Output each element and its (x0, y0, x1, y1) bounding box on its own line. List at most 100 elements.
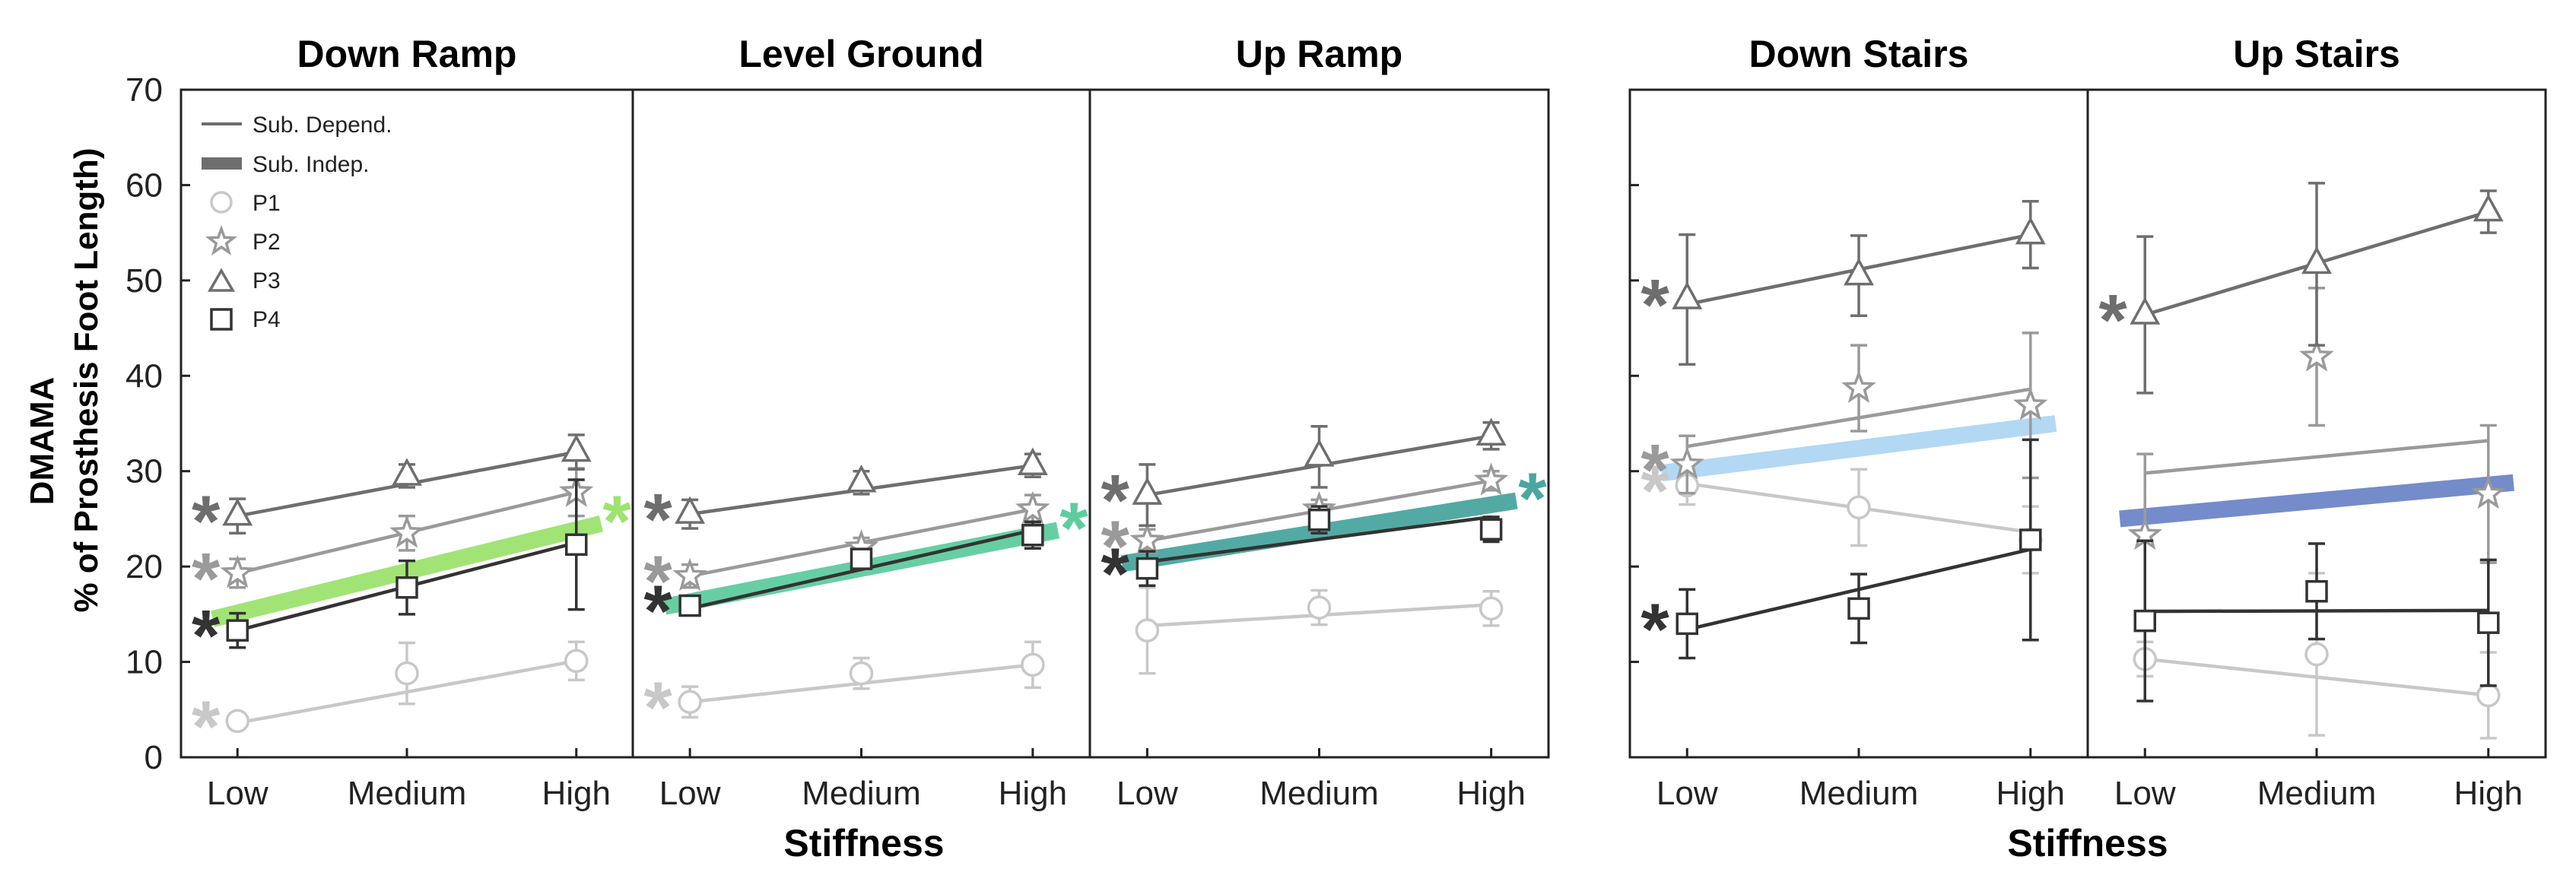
participant-significance-asterisk: * (1641, 430, 1669, 511)
panel: **** (1088, 88, 1550, 759)
independent-significance-asterisk: * (1518, 458, 1547, 540)
participant-significance-asterisk: * (1641, 265, 1669, 346)
series-p3: * (1101, 417, 1507, 541)
legend-p4-square-marker (210, 308, 233, 331)
participant-significance-asterisk: * (192, 538, 221, 620)
participant-significance-asterisk: * (643, 667, 672, 748)
x-tick-label: Medium (348, 775, 467, 812)
data-point-triangle (1304, 439, 1335, 467)
legend-p1-circle-marker (210, 191, 233, 214)
data-point-circle (1307, 595, 1332, 620)
data-point-circle (2304, 642, 2329, 667)
data-point-circle (849, 661, 874, 686)
x-axis-title: Stiffness (783, 822, 944, 864)
data-point-square (565, 533, 588, 557)
data-point-star (389, 515, 424, 548)
data-point-square (2019, 528, 2042, 551)
series-p3: * (192, 433, 592, 563)
x-tick-label: High (542, 775, 611, 812)
x-tick-label: Low (659, 775, 721, 812)
series-p4: * (1101, 505, 1503, 615)
participant-significance-asterisk: * (643, 541, 672, 623)
x-tick-label: Low (2114, 775, 2176, 812)
data-point-triangle (1017, 447, 1048, 475)
y-tick-label: 0 (145, 739, 163, 776)
data-point-triangle (2301, 246, 2332, 274)
panels: ********** **** ***** (179, 88, 2547, 767)
data-point-circle (1021, 652, 1045, 677)
series-p2: * (643, 490, 1050, 623)
data-point-triangle (1672, 281, 1703, 309)
data-point-square (1136, 557, 1159, 580)
data-point-star (2012, 387, 2048, 420)
series-p1: * (643, 640, 1045, 748)
y-tick-label: 30 (125, 453, 163, 490)
subject-dependent-fit-line (2145, 439, 2489, 475)
data-point-triangle (2130, 297, 2161, 325)
data-point-circle (564, 649, 589, 674)
x-axis-title: Stiffness (2007, 822, 2168, 864)
data-point-star (1129, 522, 1165, 556)
data-point-triangle (675, 496, 706, 524)
data-point-triangle (222, 498, 253, 526)
data-point-square (2305, 580, 2328, 603)
participant-significance-asterisk: * (1101, 460, 1129, 541)
data-point-square (395, 576, 418, 599)
data-point-triangle (1844, 257, 1874, 286)
y-axis-title: DMAMA (24, 377, 61, 506)
participant-significance-asterisk: * (192, 686, 221, 767)
panel: ***** (631, 88, 1091, 759)
data-point-star (1841, 370, 1876, 404)
y-tick-label: 10 (125, 644, 163, 681)
series-p4 (2133, 539, 2500, 703)
x-tick-label: High (2454, 775, 2524, 812)
data-point-star (2471, 475, 2506, 509)
data-point-square (850, 547, 873, 570)
panel-title: Up Stairs (2233, 33, 2400, 75)
panel: ***** (179, 88, 634, 767)
legend-label: Sub. Indep. (253, 152, 369, 177)
series-p3: * (1641, 200, 2046, 366)
legend-label: P1 (253, 191, 281, 216)
data-point-triangle (561, 433, 592, 462)
series-p2 (2127, 287, 2506, 618)
panel-title: Level Ground (738, 33, 983, 75)
data-point-circle (1847, 495, 1871, 520)
x-tick-label: High (999, 775, 1068, 812)
data-point-square (2133, 609, 2156, 633)
data-point-triangle (2473, 193, 2504, 222)
data-point-circle (225, 709, 249, 734)
data-point-star (1015, 490, 1050, 525)
data-point-circle (2476, 683, 2501, 708)
data-point-circle (1479, 596, 1504, 621)
panel: **** (1628, 88, 2089, 759)
x-tick-label: Low (207, 775, 268, 812)
legend: Sub. Depend. Sub. Indep. P1 P2 P3 P4 (202, 113, 392, 332)
x-tick-labels: Low Medium High Low Medium High Low Medi… (207, 775, 2523, 812)
series-p4: * (192, 478, 588, 677)
participant-significance-asterisk: * (1641, 588, 1669, 670)
panel: * (2086, 88, 2547, 759)
data-point-square (1021, 524, 1044, 547)
panel-title: Down Ramp (297, 33, 517, 75)
panel-frame (1088, 88, 1550, 759)
legend-p2-star-marker (205, 224, 238, 255)
data-point-star (220, 554, 256, 588)
participant-significance-asterisk: * (1641, 451, 1669, 532)
series-p3: * (643, 447, 1048, 560)
series-p4: * (1641, 438, 2042, 670)
data-point-square (1847, 597, 1870, 620)
participant-significance-asterisk: * (1101, 506, 1129, 587)
data-point-triangle (1132, 477, 1163, 505)
legend-label: P2 (253, 230, 281, 255)
data-point-star (672, 557, 707, 592)
y-tick-labels: 0 10 20 30 40 50 60 70 (125, 71, 163, 776)
data-point-square (678, 594, 701, 617)
data-point-square (1307, 508, 1331, 531)
data-point-circle (678, 690, 702, 715)
x-tick-label: Medium (1259, 775, 1379, 812)
legend-label: Sub. Depend. (253, 113, 392, 138)
participant-significance-asterisk: * (192, 595, 221, 677)
data-point-triangle (1475, 417, 1507, 446)
